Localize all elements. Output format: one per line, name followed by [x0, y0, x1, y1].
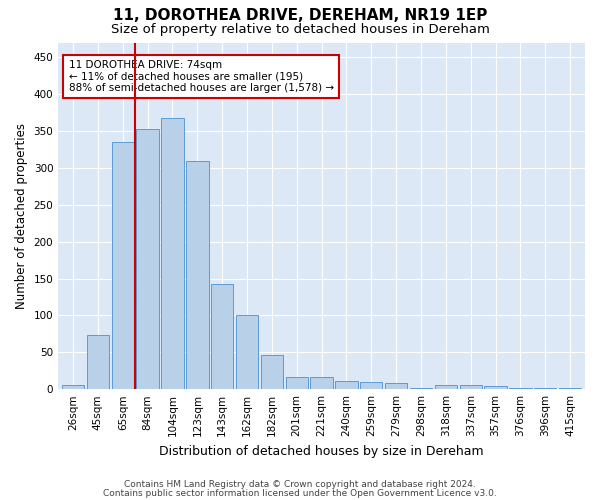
Bar: [335, 381, 358, 389]
Text: Contains HM Land Registry data © Crown copyright and database right 2024.: Contains HM Land Registry data © Crown c…: [124, 480, 476, 489]
Bar: [87, 334, 109, 389]
Bar: [186, 160, 209, 389]
Bar: [62, 386, 84, 389]
Bar: [410, 388, 432, 389]
Text: 11, DOROTHEA DRIVE, DEREHAM, NR19 1EP: 11, DOROTHEA DRIVE, DEREHAM, NR19 1EP: [113, 8, 487, 22]
Bar: [434, 385, 457, 389]
Bar: [136, 129, 159, 389]
Bar: [534, 388, 556, 389]
Bar: [260, 356, 283, 389]
Bar: [484, 386, 507, 389]
X-axis label: Distribution of detached houses by size in Dereham: Distribution of detached houses by size …: [159, 444, 484, 458]
Text: Size of property relative to detached houses in Dereham: Size of property relative to detached ho…: [110, 22, 490, 36]
Bar: [236, 316, 258, 389]
Y-axis label: Number of detached properties: Number of detached properties: [15, 123, 28, 309]
Bar: [310, 376, 333, 389]
Bar: [286, 378, 308, 389]
Bar: [211, 284, 233, 389]
Bar: [559, 388, 581, 389]
Bar: [460, 386, 482, 389]
Bar: [385, 384, 407, 389]
Bar: [161, 118, 184, 389]
Bar: [360, 382, 382, 389]
Text: 11 DOROTHEA DRIVE: 74sqm
← 11% of detached houses are smaller (195)
88% of semi-: 11 DOROTHEA DRIVE: 74sqm ← 11% of detach…: [69, 60, 334, 93]
Bar: [509, 388, 532, 389]
Bar: [112, 142, 134, 389]
Text: Contains public sector information licensed under the Open Government Licence v3: Contains public sector information licen…: [103, 488, 497, 498]
